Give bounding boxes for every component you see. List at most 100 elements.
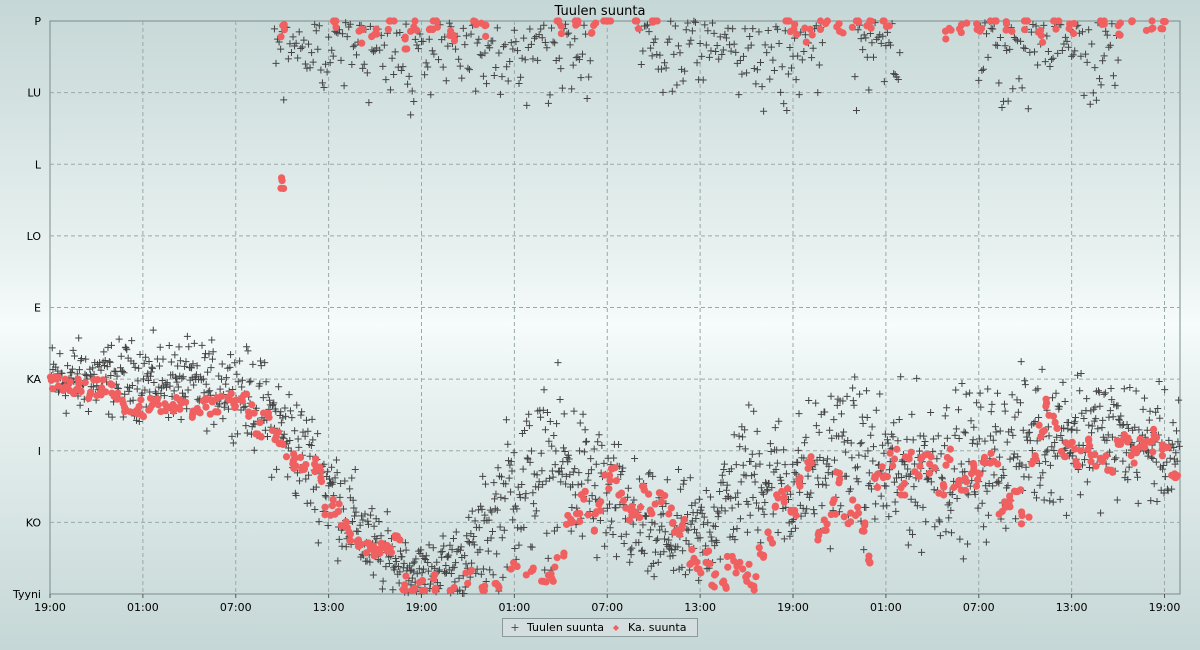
direction-point: [654, 535, 662, 543]
direction-point: [377, 532, 385, 540]
direction-point: [1120, 385, 1128, 393]
direction-point: [606, 524, 614, 532]
direction-point: [335, 535, 343, 543]
direction-point: [610, 454, 618, 462]
average-point: [718, 578, 727, 587]
average-point: [1025, 513, 1033, 521]
direction-point: [222, 380, 230, 388]
direction-point: [862, 34, 870, 42]
direction-point: [440, 542, 448, 550]
average-point: [292, 462, 300, 470]
average-point: [823, 520, 831, 528]
average-point: [998, 507, 1006, 516]
direction-point: [96, 359, 104, 367]
direction-point: [140, 359, 148, 367]
direction-point: [523, 454, 531, 462]
direction-point: [516, 493, 524, 501]
direction-point: [1150, 480, 1158, 488]
direction-point: [515, 541, 523, 549]
direction-point: [1152, 458, 1160, 466]
average-point: [1057, 447, 1065, 456]
direction-point: [961, 429, 969, 437]
direction-point: [1131, 423, 1139, 431]
direction-point: [131, 363, 139, 371]
direction-point: [417, 546, 425, 554]
direction-point: [408, 574, 416, 582]
direction-point: [560, 410, 568, 418]
direction-point: [612, 504, 620, 512]
average-point: [778, 487, 786, 495]
direction-point: [727, 465, 735, 473]
direction-point: [529, 489, 537, 497]
direction-point: [800, 454, 808, 462]
direction-point: [890, 478, 898, 486]
direction-point: [452, 528, 460, 536]
direction-point: [1070, 419, 1078, 427]
direction-point: [1042, 458, 1050, 466]
direction-point: [861, 452, 869, 460]
direction-point: [978, 499, 986, 507]
direction-point: [497, 493, 505, 501]
direction-point: [505, 474, 513, 482]
direction-point: [318, 79, 326, 87]
direction-point: [775, 417, 783, 425]
direction-point: [557, 478, 565, 486]
direction-point: [674, 543, 682, 551]
direction-point: [465, 66, 473, 74]
average-point: [277, 174, 286, 182]
direction-point: [510, 449, 518, 457]
direction-point: [460, 589, 468, 597]
direction-point: [1111, 455, 1119, 463]
direction-point: [177, 415, 185, 423]
direction-point: [465, 539, 473, 547]
average-point: [145, 406, 153, 414]
average-point: [373, 30, 381, 38]
direction-point: [163, 379, 171, 387]
direction-point: [471, 517, 479, 525]
direction-point: [568, 85, 576, 93]
direction-point: [62, 409, 70, 417]
direction-point: [273, 465, 281, 473]
direction-point: [801, 439, 809, 447]
direction-point: [859, 46, 867, 54]
direction-point: [679, 77, 687, 85]
direction-point: [1082, 50, 1090, 58]
direction-point: [585, 470, 593, 478]
direction-point: [123, 346, 131, 354]
direction-point: [745, 401, 753, 409]
average-point: [195, 408, 203, 416]
direction-point: [135, 364, 143, 372]
average-point: [665, 510, 673, 518]
direction-point: [750, 65, 758, 73]
direction-point: [368, 46, 376, 54]
average-point: [631, 17, 639, 25]
direction-point: [1013, 396, 1021, 404]
average-point: [950, 483, 958, 491]
direction-point: [664, 38, 672, 46]
average-point: [99, 376, 107, 384]
direction-point: [708, 537, 716, 545]
average-point: [328, 502, 336, 510]
direction-point: [582, 30, 590, 38]
average-point: [547, 570, 555, 578]
direction-point: [777, 88, 785, 96]
direction-point: [1037, 474, 1045, 482]
direction-point: [687, 520, 695, 528]
direction-point: [693, 529, 701, 537]
direction-point: [828, 434, 836, 442]
average-point: [408, 586, 416, 595]
direction-point: [879, 32, 887, 40]
direction-point: [1048, 55, 1056, 63]
average-point: [337, 522, 346, 530]
direction-point: [443, 552, 451, 560]
average-point: [1123, 438, 1131, 446]
direction-point: [719, 478, 727, 486]
average-point: [750, 582, 758, 590]
average-point: [383, 547, 391, 555]
direction-point: [380, 41, 388, 49]
direction-point: [222, 374, 230, 382]
direction-point: [1164, 487, 1172, 495]
direction-point: [721, 507, 729, 515]
average-point: [863, 22, 871, 30]
direction-point: [210, 420, 218, 428]
